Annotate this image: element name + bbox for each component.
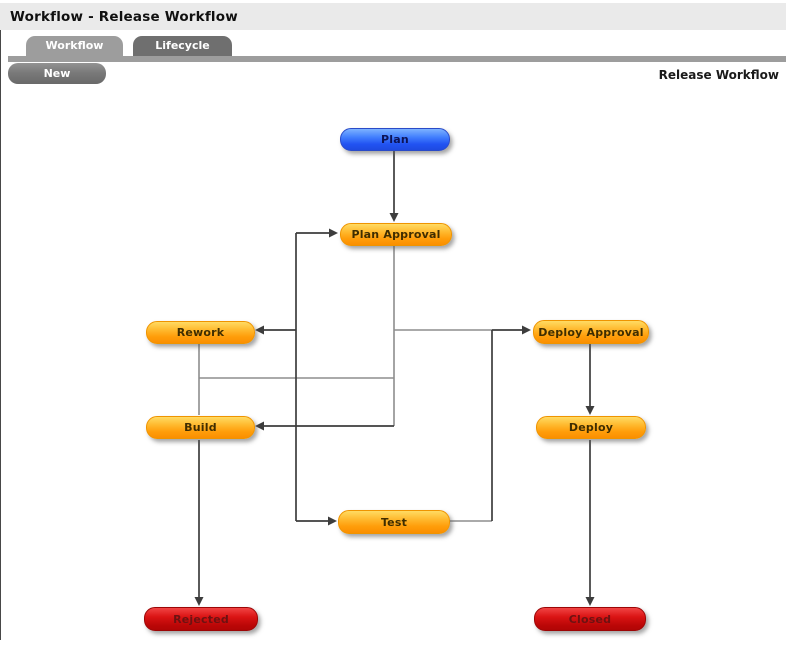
tab-underline-bar: [8, 56, 786, 62]
window-left-border: [0, 3, 1, 640]
connector-arrow-lines: [198, 151, 591, 598]
workflow-node-closed[interactable]: Closed: [534, 607, 646, 631]
node-label-closed: Closed: [568, 612, 612, 626]
node-label-deploy: Deploy: [568, 421, 614, 434]
arrowhead-into-build: [255, 421, 264, 431]
workflow-node-build[interactable]: Build: [146, 416, 255, 439]
node-label-rework: Rework: [176, 326, 225, 339]
workflow-node-rejected[interactable]: Rejected: [144, 607, 258, 631]
arrowhead-into-closed: [585, 597, 595, 606]
workflow-node-plan[interactable]: Plan: [340, 128, 450, 151]
new-button[interactable]: New: [8, 63, 106, 84]
tab-workflow[interactable]: Workflow: [26, 36, 123, 56]
node-label-plan-approval: Plan Approval: [351, 228, 441, 241]
arrowhead-into-deploy: [585, 406, 595, 415]
arrowhead-into-rework: [255, 325, 264, 335]
workflow-node-plan-approval[interactable]: Plan Approval: [340, 223, 452, 246]
connector-arrowheads: [194, 213, 595, 606]
connector-routing-lines: [198, 246, 492, 522]
workflow-node-test[interactable]: Test: [338, 510, 450, 534]
node-label-plan: Plan: [381, 133, 409, 146]
workflow-node-deploy-approval[interactable]: Deploy Approval: [533, 320, 649, 344]
header-band: [0, 3, 786, 30]
workflow-node-deploy[interactable]: Deploy: [536, 416, 646, 439]
node-label-test: Test: [380, 515, 408, 529]
tab-lifecycle[interactable]: Lifecycle: [133, 36, 232, 56]
arrowhead-into-plan-approval-left: [329, 228, 338, 238]
arrowhead-into-rejected: [194, 597, 204, 606]
node-label-deploy-approval: Deploy Approval: [538, 325, 644, 339]
node-label-rejected: Rejected: [173, 612, 229, 626]
arrowhead-into-plan-approval-top: [389, 213, 399, 222]
arrowhead-into-test: [328, 516, 337, 526]
workflow-node-rework[interactable]: Rework: [146, 321, 255, 344]
node-label-build: Build: [184, 421, 217, 434]
page-title: Workflow - Release Workflow: [10, 9, 238, 25]
workflow-name-label: Release Workflow: [658, 68, 779, 82]
arrowhead-into-deploy-approval: [522, 325, 531, 335]
